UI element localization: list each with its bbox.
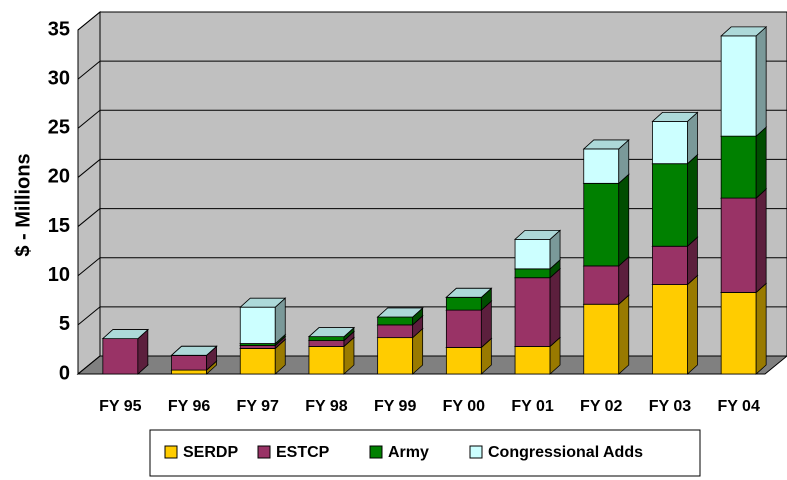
bar — [652, 284, 688, 375]
bar-top — [720, 26, 768, 37]
bar — [239, 348, 276, 375]
x-tick-label: FY 02 — [580, 398, 623, 415]
bar-side — [549, 267, 561, 348]
bar — [377, 316, 414, 326]
side-grid-line — [77, 159, 101, 178]
y-tick-label: 10 — [48, 264, 70, 286]
bar — [583, 303, 620, 375]
bar-side — [755, 282, 767, 375]
side-grid-line — [77, 208, 101, 227]
side-grid-line — [77, 355, 101, 375]
y-tick-label: 35 — [48, 18, 70, 40]
x-tick-label: FY 95 — [99, 398, 142, 415]
x-tick-label: FY 04 — [717, 398, 760, 415]
bar — [377, 324, 414, 339]
bar-side — [755, 25, 767, 138]
x-tick-label: FY 01 — [511, 398, 554, 415]
bar-side — [618, 173, 630, 267]
x-tick-label: FY 00 — [443, 398, 486, 415]
bar-side — [755, 188, 767, 294]
bar — [583, 148, 620, 184]
y-tick-label: 20 — [48, 166, 70, 188]
legend-swatch — [369, 445, 383, 459]
bar — [445, 347, 482, 375]
bar — [583, 265, 620, 305]
bar — [720, 292, 757, 375]
y-tick-label: 0 — [59, 362, 70, 384]
bar-top — [239, 297, 287, 308]
bar — [171, 354, 207, 371]
bar — [514, 277, 551, 347]
y-tick-label: 25 — [48, 117, 70, 139]
x-tick-label: FY 97 — [237, 398, 280, 415]
bar — [308, 346, 345, 375]
side-grid-line — [77, 60, 101, 80]
bar — [308, 336, 345, 341]
side-grid-line — [77, 257, 101, 277]
legend-swatch — [257, 445, 271, 459]
bar — [239, 306, 276, 344]
bar — [514, 238, 551, 270]
bar-top — [376, 307, 424, 318]
side-grid-line — [77, 109, 101, 129]
bar-top — [101, 329, 149, 340]
bar — [239, 345, 276, 349]
bar-top — [445, 287, 493, 298]
legend-label: ESTCP — [276, 444, 330, 461]
bar — [652, 121, 688, 165]
bar — [652, 245, 688, 285]
bar — [720, 35, 757, 137]
bar-side — [755, 126, 767, 199]
bar-top — [582, 139, 630, 150]
side-grid-line — [77, 11, 101, 31]
legend-label: SERDP — [183, 444, 238, 461]
bar-top — [651, 112, 699, 122]
x-tick-label: FY 96 — [168, 398, 211, 415]
legend-swatch — [469, 445, 483, 459]
x-tick-label: FY 99 — [374, 398, 417, 415]
bar-side — [687, 153, 698, 248]
side-wall — [77, 10, 101, 376]
bar — [514, 346, 551, 375]
bar — [102, 338, 139, 375]
y-tick-label: 30 — [48, 67, 70, 89]
bar — [720, 197, 757, 293]
bar-top — [307, 327, 355, 338]
bar-top — [514, 229, 562, 240]
legend-label: Army — [388, 444, 429, 461]
bar — [171, 369, 207, 375]
bar — [583, 182, 620, 267]
legend-label: Congressional Adds — [488, 444, 643, 461]
bar-top — [170, 345, 218, 356]
bar — [514, 268, 551, 279]
bar — [308, 340, 345, 347]
bar-side — [687, 274, 698, 375]
legend-box — [149, 429, 701, 477]
x-tick-label: FY 03 — [649, 398, 692, 415]
bar — [720, 135, 757, 199]
bar — [652, 163, 688, 247]
bar — [377, 337, 414, 375]
legend-swatch — [164, 445, 178, 459]
bar — [445, 309, 482, 348]
bar — [445, 296, 482, 311]
y-axis-label: $ - Millions — [12, 153, 34, 256]
y-tick-label: 5 — [59, 313, 70, 335]
side-grid-line — [77, 306, 101, 326]
x-tick-label: FY 98 — [305, 398, 348, 415]
y-tick-label: 15 — [48, 215, 70, 237]
bar-side — [618, 294, 630, 375]
